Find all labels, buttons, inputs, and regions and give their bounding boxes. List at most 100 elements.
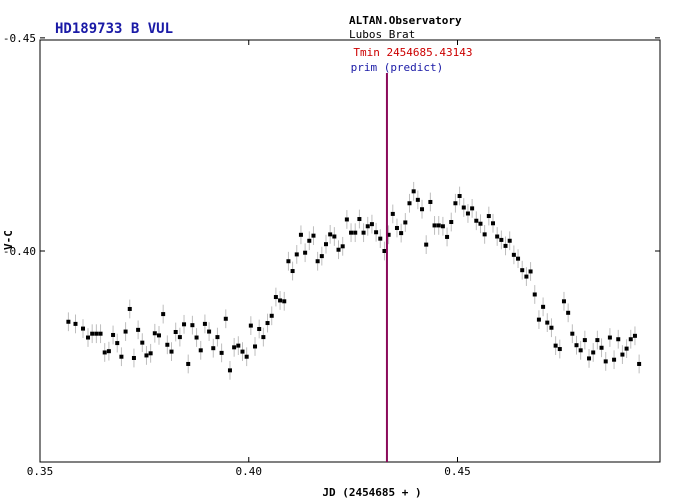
data-point bbox=[461, 205, 466, 210]
data-point bbox=[386, 232, 391, 237]
data-point bbox=[445, 234, 450, 239]
data-point bbox=[190, 323, 195, 328]
data-point bbox=[273, 295, 278, 300]
data-point bbox=[156, 333, 161, 338]
data-point bbox=[566, 310, 571, 315]
data-point bbox=[628, 337, 633, 342]
data-point bbox=[557, 347, 562, 352]
data-point bbox=[478, 221, 483, 226]
data-point bbox=[202, 321, 207, 326]
data-point bbox=[378, 236, 383, 241]
data-point bbox=[328, 232, 333, 237]
data-point bbox=[227, 368, 232, 373]
data-point bbox=[86, 335, 91, 340]
data-point bbox=[344, 217, 349, 222]
data-point bbox=[495, 234, 500, 239]
data-point bbox=[482, 232, 487, 237]
data-point bbox=[315, 259, 320, 264]
data-point bbox=[136, 327, 141, 332]
data-point bbox=[595, 338, 600, 343]
data-point bbox=[632, 333, 637, 338]
data-point bbox=[66, 319, 71, 324]
data-point bbox=[620, 352, 625, 357]
data-point bbox=[599, 345, 604, 350]
data-point bbox=[582, 338, 587, 343]
data-point bbox=[307, 238, 312, 243]
data-point bbox=[436, 223, 441, 228]
data-point bbox=[244, 354, 249, 359]
data-point bbox=[282, 299, 287, 304]
data-point bbox=[194, 335, 199, 340]
data-point bbox=[115, 341, 120, 346]
data-point bbox=[612, 357, 617, 362]
data-point bbox=[173, 329, 178, 334]
data-point bbox=[532, 292, 537, 297]
data-point bbox=[123, 329, 128, 334]
data-point bbox=[486, 214, 491, 219]
data-point bbox=[415, 197, 420, 202]
data-point bbox=[399, 231, 404, 236]
data-point bbox=[219, 350, 224, 355]
data-point bbox=[81, 326, 86, 331]
data-point bbox=[499, 237, 504, 242]
x-axis-title: JD (2454685 + ) bbox=[322, 486, 421, 499]
data-point bbox=[541, 304, 546, 309]
data-point bbox=[253, 344, 258, 349]
data-point bbox=[374, 230, 379, 235]
data-point bbox=[278, 298, 283, 303]
x-tick-label: 0.40 bbox=[236, 465, 263, 478]
data-point bbox=[553, 343, 558, 348]
data-point bbox=[453, 201, 458, 206]
data-point bbox=[198, 348, 203, 353]
data-point bbox=[169, 349, 174, 354]
data-point bbox=[369, 222, 374, 227]
data-point bbox=[465, 211, 470, 216]
prim-predict-label: prim (predict) bbox=[351, 61, 444, 74]
data-point bbox=[261, 335, 266, 340]
y-tick-label: -0.40 bbox=[3, 245, 36, 258]
y-axis: -0.45 -0.40 bbox=[3, 32, 660, 258]
data-point bbox=[298, 232, 303, 237]
observer-name: Lubos Brat bbox=[349, 28, 415, 41]
x-axis: 0.35 0.40 0.45 bbox=[27, 40, 471, 478]
data-point bbox=[361, 230, 366, 235]
data-point bbox=[232, 345, 237, 350]
data-point bbox=[257, 327, 262, 332]
data-point bbox=[561, 299, 566, 304]
data-point bbox=[286, 259, 291, 264]
data-point bbox=[73, 321, 78, 326]
data-point bbox=[90, 331, 95, 336]
data-point bbox=[177, 335, 182, 340]
y-axis-title: V-C bbox=[2, 230, 15, 250]
data-point bbox=[165, 342, 170, 347]
data-point bbox=[290, 269, 295, 274]
data-point bbox=[265, 321, 270, 326]
data-point bbox=[420, 207, 425, 212]
data-point bbox=[161, 312, 166, 317]
data-point bbox=[403, 220, 408, 225]
data-point bbox=[144, 353, 149, 358]
data-point bbox=[511, 252, 516, 257]
data-point bbox=[340, 244, 345, 249]
data-point bbox=[349, 230, 354, 235]
data-point bbox=[98, 331, 103, 336]
y-tick-label: -0.45 bbox=[3, 32, 36, 45]
data-point bbox=[574, 343, 579, 348]
data-point bbox=[545, 320, 550, 325]
data-point bbox=[94, 331, 99, 336]
data-point bbox=[248, 323, 253, 328]
data-point bbox=[394, 225, 399, 230]
data-point bbox=[294, 252, 299, 257]
data-point bbox=[457, 194, 462, 199]
data-point bbox=[323, 242, 328, 247]
data-point bbox=[449, 220, 454, 225]
data-point bbox=[223, 316, 228, 321]
data-point bbox=[432, 223, 437, 228]
data-point bbox=[140, 340, 145, 345]
data-point bbox=[528, 269, 533, 274]
data-point bbox=[211, 346, 216, 351]
data-point bbox=[303, 250, 308, 255]
data-point bbox=[106, 349, 111, 354]
data-point bbox=[332, 234, 337, 239]
data-point bbox=[311, 233, 316, 238]
